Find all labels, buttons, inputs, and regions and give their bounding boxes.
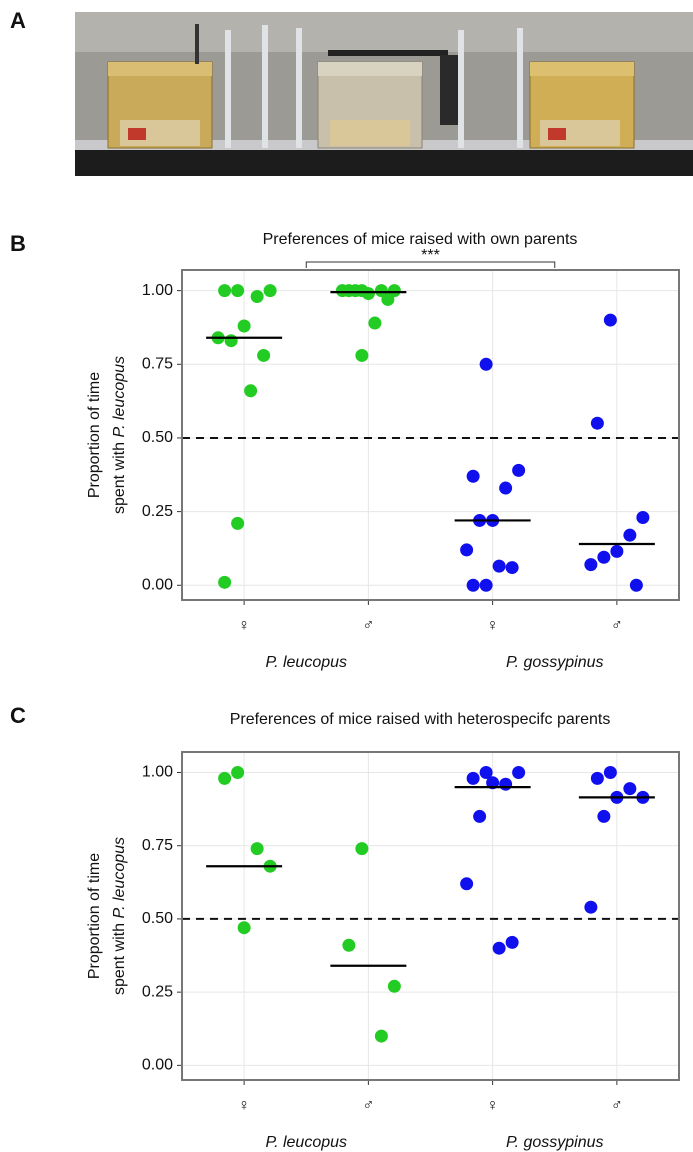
- data-point: [512, 766, 526, 779]
- y-tick-label: 1.00: [142, 764, 173, 781]
- chart-title: Preferences of mice raised with heterosp…: [230, 711, 611, 728]
- chart-title: Preferences of mice raised with own pare…: [263, 231, 578, 248]
- data-point: [355, 348, 369, 362]
- data-point: [466, 578, 480, 592]
- plot-frame: [181, 269, 680, 601]
- data-point: [237, 319, 251, 333]
- data-point: [623, 782, 637, 796]
- y-tick-label: 0.25: [142, 983, 173, 1000]
- group-label: P. gossypinus: [506, 654, 604, 671]
- data-point: [610, 544, 624, 558]
- data-point: [499, 777, 513, 791]
- x-tick-label: ♂: [611, 617, 623, 634]
- data-point: [263, 284, 277, 298]
- data-point: [466, 469, 480, 483]
- y-tick-label: 0.75: [142, 837, 173, 854]
- data-point: [231, 516, 245, 530]
- y-axis-label: Proportion of time: [86, 853, 103, 979]
- panel-label: B: [10, 231, 26, 256]
- data-point: [460, 877, 474, 891]
- data-point: [348, 284, 362, 298]
- data-point: [597, 809, 611, 823]
- y-axis-label-part: spent with: [111, 442, 128, 514]
- data-point: [584, 558, 598, 572]
- data-point: [374, 1029, 388, 1043]
- data-point: [368, 316, 382, 330]
- significance-label: ***: [421, 247, 440, 264]
- y-tick-label: 0.25: [142, 503, 173, 520]
- data-point: [603, 766, 617, 779]
- data-point: [335, 284, 349, 298]
- data-point: [636, 511, 650, 524]
- y-axis-label: Proportion of time: [86, 372, 103, 498]
- data-point: [466, 771, 480, 785]
- y-tick-label: 0.50: [142, 910, 173, 927]
- group-label: P. leucopus: [265, 654, 347, 671]
- y-axis-label: spent with P. leucopus: [111, 356, 128, 514]
- x-tick-label: ♂: [362, 617, 374, 634]
- data-point: [250, 290, 264, 304]
- y-tick-label: 0.75: [142, 356, 173, 373]
- data-point: [387, 979, 401, 993]
- data-point: [231, 766, 245, 779]
- x-tick-label: ♀: [238, 1097, 250, 1114]
- data-point: [512, 463, 526, 477]
- y-tick-label: 0.00: [142, 576, 173, 593]
- plot-frame: [181, 751, 680, 1081]
- photo: [75, 12, 693, 176]
- data-point: [499, 481, 513, 495]
- data-point: [492, 941, 506, 955]
- significance-bracket: [305, 261, 556, 268]
- data-point: [244, 384, 258, 398]
- data-point: [250, 842, 264, 856]
- data-point: [218, 575, 232, 589]
- data-point: [584, 900, 598, 914]
- group-label: P. gossypinus: [506, 1134, 604, 1151]
- data-point: [257, 348, 271, 362]
- data-point: [479, 578, 493, 592]
- data-point: [231, 284, 245, 298]
- data-point: [342, 938, 356, 952]
- data-point: [460, 543, 474, 557]
- y-axis-label-italic: P. leucopus: [111, 356, 128, 438]
- group-label: P. leucopus: [265, 1134, 347, 1151]
- y-axis-label: spent with P. leucopus: [111, 837, 128, 995]
- y-axis-label-part: spent with: [111, 923, 128, 995]
- data-point: [224, 334, 238, 348]
- data-point: [355, 842, 369, 856]
- data-point: [237, 921, 251, 935]
- data-point: [492, 559, 506, 573]
- data-point: [473, 809, 487, 823]
- data-point: [623, 528, 637, 542]
- data-point: [505, 935, 519, 949]
- data-point: [603, 313, 617, 327]
- panel-label: C: [10, 703, 26, 728]
- data-point: [479, 357, 493, 371]
- data-point: [218, 771, 232, 785]
- x-tick-label: ♂: [362, 1097, 374, 1114]
- data-point: [218, 284, 232, 298]
- panel-label: A: [10, 8, 26, 33]
- data-point: [590, 416, 604, 430]
- x-tick-label: ♀: [487, 617, 499, 634]
- x-tick-label: ♀: [487, 1097, 499, 1114]
- data-point: [597, 550, 611, 564]
- data-point: [590, 771, 604, 785]
- y-axis-label-italic: P. leucopus: [111, 837, 128, 919]
- data-point: [361, 287, 375, 301]
- data-point: [505, 561, 519, 575]
- x-tick-label: ♂: [611, 1097, 623, 1114]
- y-tick-label: 0.50: [142, 429, 173, 446]
- data-point: [479, 766, 493, 779]
- y-tick-label: 1.00: [142, 282, 173, 299]
- x-tick-label: ♀: [238, 617, 250, 634]
- data-point: [629, 578, 643, 592]
- data-point: [486, 776, 500, 790]
- data-point: [381, 292, 395, 306]
- y-tick-label: 0.00: [142, 1057, 173, 1074]
